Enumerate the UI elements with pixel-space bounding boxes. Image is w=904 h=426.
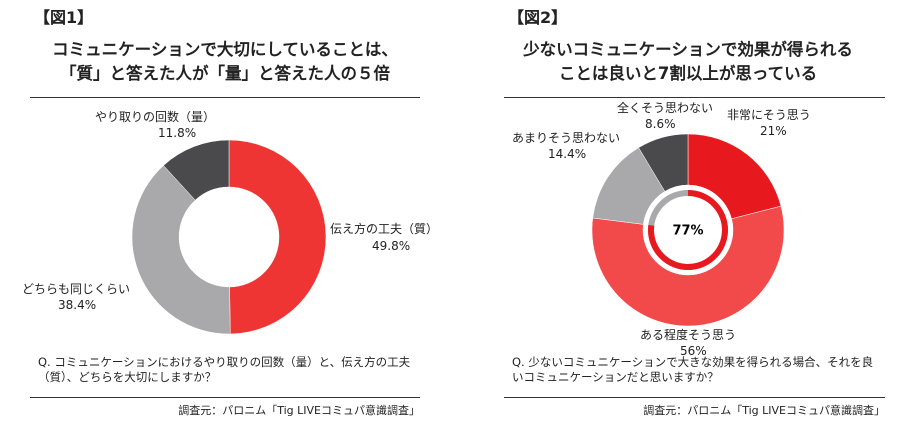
title-line: 「質」と答えた人が「量」と答えた人の５倍 xyxy=(60,64,390,83)
chart-title: コミュニケーションで大切にしていることは、 「質」と答えた人が「量」と答えた人の５… xyxy=(52,38,398,86)
donut-slice xyxy=(638,133,689,192)
rule xyxy=(504,397,885,398)
figure-label: 【図2】 xyxy=(508,8,568,27)
title-line: コミュニケーションで大切にしていることは、 xyxy=(52,40,398,59)
slice-label: ある程度そう思う xyxy=(640,328,737,342)
rule xyxy=(30,397,420,398)
slice-value: 11.8% xyxy=(158,126,197,140)
source: 調査元：パロニム「Tig LIVEコミュパ意識調査」 xyxy=(178,404,420,417)
chart-title: 少ないコミュニケーションで効果が得られる ことは良いと7割以上が思っている xyxy=(523,38,853,86)
slice-value: 21% xyxy=(760,124,787,138)
slice-label: やり取りの回数（量） xyxy=(95,110,216,124)
slice-value: 56% xyxy=(680,344,707,358)
slice-label: どちらも同じくらい xyxy=(22,282,131,296)
rule xyxy=(30,97,420,98)
slice-label: 非常にそう思う xyxy=(727,108,811,122)
figure-label: 【図1】 xyxy=(34,8,94,27)
slice-value: 14.4% xyxy=(548,147,587,161)
title-line: ことは良いと7割以上が思っている xyxy=(558,64,818,83)
rule xyxy=(504,97,885,98)
title-line: 少ないコミュニケーションで効果が得られる xyxy=(523,40,853,59)
slice-label: 伝え方の工夫（質） xyxy=(330,222,439,236)
slice-label: 全くそう思わない xyxy=(617,101,714,115)
slice-label: あまりそう思わない xyxy=(512,131,621,145)
slice-value: 8.6% xyxy=(645,117,676,131)
slice-value: 38.4% xyxy=(58,298,97,312)
question: Q. コミュニケーションにおけるやり取りの回数（量）と、伝え方の工夫（質）、どち… xyxy=(38,355,411,384)
source: 調査元：パロニム「Tig LIVEコミュパ意識調査」 xyxy=(643,404,885,417)
slice-value: 49.8% xyxy=(372,239,411,253)
donut-slice xyxy=(228,139,327,335)
donut-slice xyxy=(163,139,230,201)
center-disc xyxy=(643,185,733,275)
donut-slice xyxy=(131,165,231,335)
question: Q. 少ないコミュニケーションで大きな効果を得られる場合、それを良いコミュニケー… xyxy=(512,355,874,384)
center-label: 77% xyxy=(672,224,703,239)
